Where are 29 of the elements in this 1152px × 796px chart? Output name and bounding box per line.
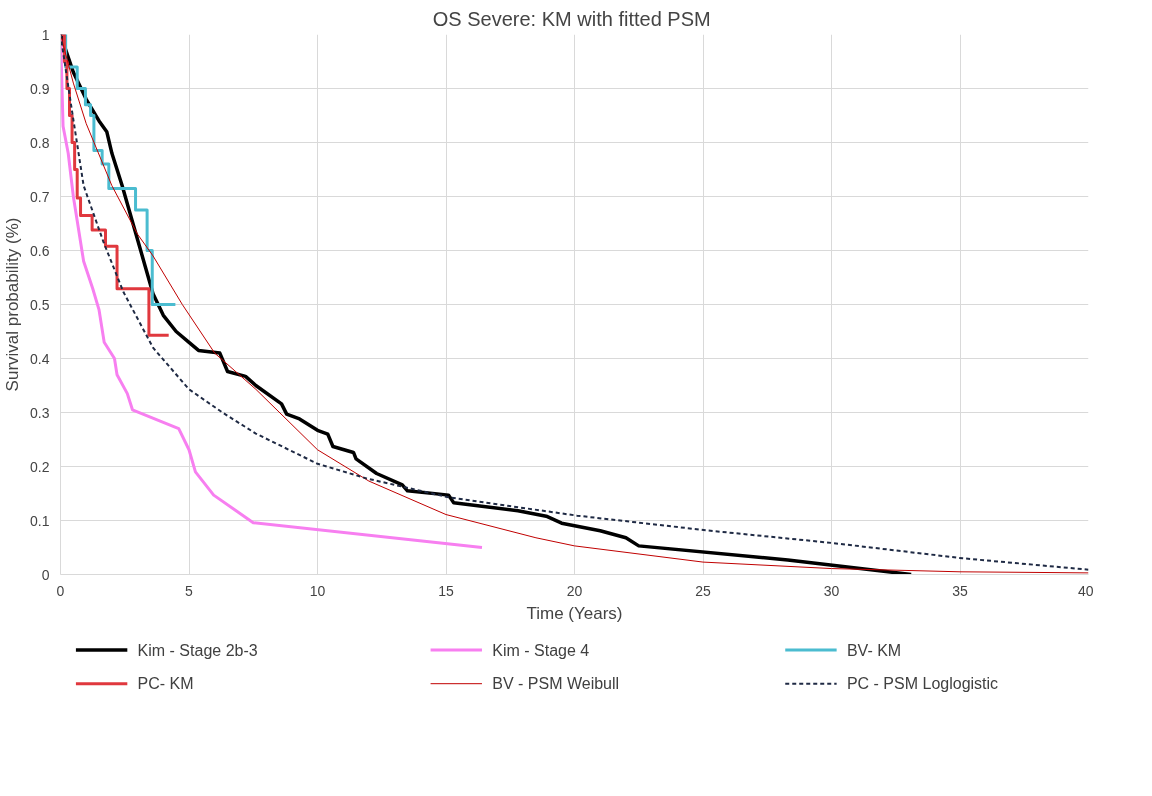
x-tick-label: 5 [185,582,194,599]
y-tick-label: 1 [41,26,50,43]
y-tick-label: 0.3 [30,404,50,421]
y-tick-label: 0.2 [30,458,50,475]
x-tick-label: 40 [1077,582,1094,599]
x-tick-label: 35 [952,582,968,599]
x-tick-label: 15 [438,582,454,599]
legend-label: BV- KM [846,641,902,659]
y-tick-label: 0.4 [30,350,50,367]
y-tick-label: 0.5 [30,296,50,313]
legend-label: BV - PSM Weibull [492,675,620,693]
x-tick-label: 0 [56,582,65,599]
x-tick-label: 10 [309,582,326,599]
y-tick-label: 0.8 [30,134,50,151]
legend-label: PC- KM [137,675,194,693]
chart-title: OS Severe: KM with fitted PSM [432,7,711,30]
y-tick-label: 0.7 [30,188,50,205]
y-tick-label: 0.6 [30,242,50,259]
y-tick-label: 0.1 [30,512,50,529]
legend-label: Kim - Stage 4 [492,641,590,659]
y-axis-title: Survival probability (%) [3,217,23,392]
x-tick-label: 30 [823,582,840,599]
legend-label: Kim - Stage 2b-3 [137,641,258,659]
y-tick-label: 0.9 [30,80,50,97]
legend-label: PC - PSM Loglogistic [846,675,999,693]
y-tick-label: 0 [41,566,50,583]
x-axis-title: Time (Years) [526,603,623,623]
x-tick-label: 20 [566,582,583,599]
x-tick-label: 25 [695,582,711,599]
